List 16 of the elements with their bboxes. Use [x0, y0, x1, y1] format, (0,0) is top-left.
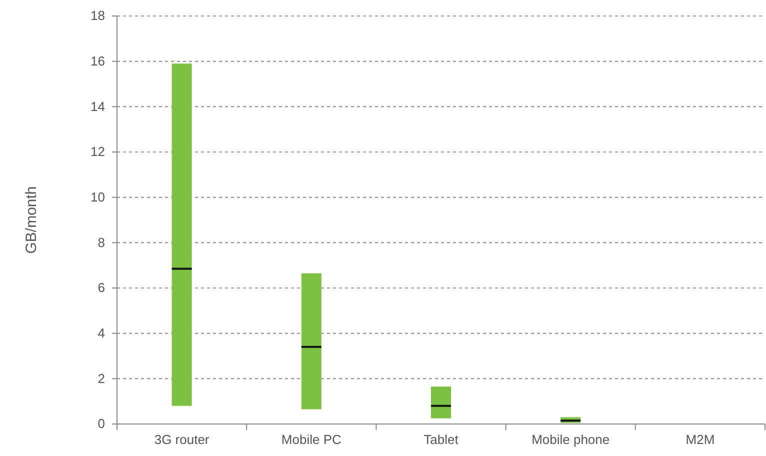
x-tick-label: M2M [686, 432, 715, 447]
y-tick-label: 0 [98, 416, 105, 432]
x-tick-label: Mobile phone [532, 432, 610, 447]
y-tick-label: 2 [98, 370, 105, 386]
y-tick-label: 6 [98, 280, 105, 296]
y-axis-title: GB/month [23, 186, 40, 254]
y-tick-label: 4 [98, 325, 105, 340]
y-tick-label: 10 [90, 189, 105, 204]
x-tick-label: 3G router [154, 432, 210, 447]
y-tick-label: 18 [90, 8, 105, 24]
y-tick-label: 8 [98, 234, 105, 250]
y-tick-label: 14 [90, 98, 105, 114]
y-tick-label: 12 [90, 144, 105, 160]
x-tick-label: Tablet [424, 432, 459, 447]
x-tick-label: Mobile PC [281, 432, 342, 447]
y-tick-label: 16 [90, 53, 105, 68]
